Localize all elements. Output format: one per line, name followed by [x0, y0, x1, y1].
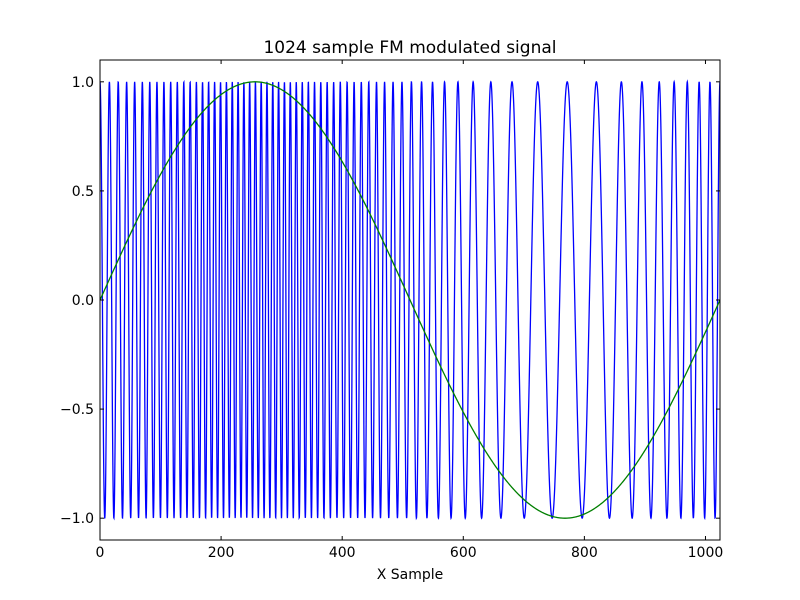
- x-axis-label: X Sample: [377, 567, 444, 583]
- y-axis: 1.0 0.5 0.0 −0.5 −1.0: [60, 75, 720, 527]
- x-tick-label: 1000: [688, 545, 724, 561]
- x-tick-label: 0: [96, 545, 105, 561]
- x-tick-label: 800: [571, 545, 598, 561]
- x-tick-label: 600: [450, 545, 477, 561]
- plot-series: [100, 79, 720, 521]
- series-line-2: [100, 81, 720, 519]
- chart-title: 1024 sample FM modulated signal: [263, 38, 556, 58]
- x-tick-label: 200: [208, 545, 235, 561]
- y-tick-label: 0.5: [72, 184, 94, 200]
- series-line-1: [100, 79, 720, 521]
- y-tick-label: −1.0: [60, 511, 94, 527]
- y-tick-label: 0.0: [72, 293, 94, 309]
- y-tick-label: −0.5: [60, 402, 94, 418]
- y-tick-label: 1.0: [72, 75, 94, 91]
- x-tick-label: 400: [329, 545, 356, 561]
- x-axis: 0 200 400 600 800 1000: [96, 60, 724, 561]
